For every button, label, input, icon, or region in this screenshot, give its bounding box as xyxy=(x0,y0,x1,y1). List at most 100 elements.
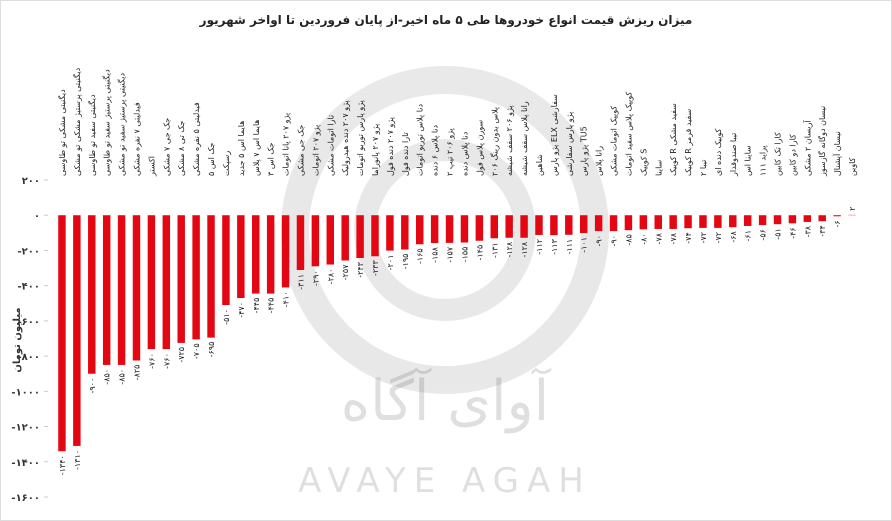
value-label: -۶۸ xyxy=(729,230,738,242)
x-tick-label: شاهین xyxy=(535,154,544,176)
value-label: -۱۵۸ xyxy=(431,246,440,262)
value-label: -۱۶۵ xyxy=(416,248,425,264)
x-tick-label: ساینا xyxy=(654,159,663,176)
value-label: -۵۶ xyxy=(759,229,768,240)
value-label: -۱۹۵ xyxy=(401,254,410,270)
x-tick-label: جک تی ۸ مشکی xyxy=(177,121,186,177)
value-label: -۱۱۳ xyxy=(550,238,559,254)
x-tick-label: پژو ۲۰۶ سقف شیشه xyxy=(505,105,514,176)
bar xyxy=(743,215,752,226)
x-tick-label: پژو ۲۰۷ اتومات xyxy=(311,125,320,176)
bar xyxy=(162,215,171,350)
x-tick-label: سورن پلاس فول xyxy=(475,120,484,176)
value-label: -۷۶۰ xyxy=(147,353,156,369)
bar xyxy=(281,215,290,288)
y-tick-label: -۱۲۰۰ xyxy=(11,423,40,434)
x-tick-label: تیبا صندوقدار xyxy=(729,133,738,177)
x-tick-label: دیگنیتی پرستیژ مشکی تو مشکی xyxy=(72,67,82,176)
bar xyxy=(565,215,573,235)
bar xyxy=(594,215,603,232)
bar xyxy=(475,215,484,241)
x-tick-label: رانا پلاس xyxy=(595,146,604,176)
x-tick-label: کوییک اتومات مشکی xyxy=(610,106,619,176)
bar xyxy=(58,215,66,452)
bar xyxy=(579,215,588,234)
value-label: -۸۵۰ xyxy=(103,369,112,385)
y-tick-label: -۱۰۰۰ xyxy=(11,387,40,398)
x-tick-label: تیبا ۲ xyxy=(699,160,708,176)
bar xyxy=(326,215,335,265)
value-label: -۶۹۵ xyxy=(207,342,216,358)
value-label: -۲۹۰ xyxy=(311,270,320,286)
x-tick-label: کوییک R سفید قرمز xyxy=(684,108,693,176)
bar xyxy=(222,215,230,306)
x-tick-label: تارا دنده فول xyxy=(401,132,410,176)
value-label: -۴۴۵ xyxy=(252,298,261,314)
value-label: -۸۲۵ xyxy=(132,365,141,381)
x-tick-label: آریسان ۲ مشکی xyxy=(802,120,812,176)
bar xyxy=(729,215,737,228)
bar xyxy=(833,215,841,217)
x-tick-label: جک جی مشکی xyxy=(296,125,305,176)
x-tick-label: کوییک R سفید مشکی xyxy=(669,103,678,176)
value-label: -۲۵۷ xyxy=(341,264,350,280)
value-label: -۱۳۱۰ xyxy=(73,450,82,470)
x-tick-label: فیدلیتی ۷ نفره مشکی xyxy=(132,102,141,176)
bar xyxy=(386,215,394,251)
bar xyxy=(132,215,141,361)
y-tick-label: ۰ xyxy=(34,211,40,222)
bar xyxy=(192,215,200,340)
value-label: -۳۸ xyxy=(803,225,812,237)
x-tick-label: کارا تک کابین xyxy=(774,132,783,176)
bar xyxy=(669,215,677,229)
x-tick-label: رسپکت xyxy=(222,151,231,176)
bar xyxy=(788,215,797,224)
x-tick-label: جک اس ۵ xyxy=(207,142,216,176)
bar xyxy=(341,215,349,261)
y-tick-label: -۸۰۰ xyxy=(18,352,40,363)
bar xyxy=(207,215,215,338)
x-tick-label: جک اس ۳ xyxy=(267,142,276,176)
bar xyxy=(416,215,424,245)
value-label: -۷۴ xyxy=(684,232,693,243)
x-tick-label: رانا پلاس سقف شیشه xyxy=(520,101,529,176)
bar xyxy=(758,215,767,226)
watermark-latin: AVAYE AGAH xyxy=(298,461,592,501)
x-tick-label: پژو پارس سفارشی xyxy=(565,112,574,176)
x-tick-label: فیدلیتی ۵ نفره مشکی xyxy=(192,102,201,176)
x-tick-label: کوییک S xyxy=(639,149,648,176)
bar xyxy=(639,215,648,230)
bar xyxy=(714,215,722,228)
x-tick-label: نیسان دوگانه گازسوز xyxy=(817,106,827,177)
value-label: -۱۲۸ xyxy=(520,241,529,257)
x-tick-label: دیگنیتی پرستیژ سفید تو طاوسی xyxy=(102,69,112,176)
x-tick-label: دیگنیتی پرستیژ سفید تو مشکی xyxy=(117,72,127,176)
x-tick-label: اکستر xyxy=(147,156,156,177)
bar xyxy=(356,215,364,259)
bar xyxy=(818,215,826,222)
bar xyxy=(371,215,379,257)
bar xyxy=(550,215,558,236)
bar xyxy=(460,215,469,243)
y-axis-title: میلیون تومان xyxy=(12,307,23,372)
x-tick-label: پراید ۱۱۱ xyxy=(759,145,768,176)
value-label: -۲۴۳ xyxy=(356,261,365,277)
x-tick-label: جک جی ۷ مشکی xyxy=(162,118,171,176)
bar xyxy=(237,215,245,298)
x-tick-label: هایما اس ۵ جدید xyxy=(237,121,246,176)
value-label: -۱۵۷ xyxy=(446,246,455,262)
bar xyxy=(252,215,260,294)
x-tick-label: دیگنیتی مشکی تو طاوسی xyxy=(57,89,67,176)
x-tick-label: پژو ۲۰۷ دنده هیدرولیک xyxy=(341,100,350,176)
value-label: -۲۸۰ xyxy=(326,269,335,285)
value-label: -۵۱۰ xyxy=(222,309,231,325)
x-tick-label: کارا دو کابین xyxy=(788,134,797,176)
value-label: -۶ xyxy=(833,220,842,227)
bar xyxy=(445,215,454,243)
watermark: آوای آگاه xyxy=(341,367,552,434)
x-tick-label: پژو پارس ELX سفارشی xyxy=(550,94,559,176)
y-tick-label: -۱۴۰۰ xyxy=(11,458,40,469)
bar xyxy=(654,215,662,229)
value-label: -۲۰۱ xyxy=(386,255,395,271)
